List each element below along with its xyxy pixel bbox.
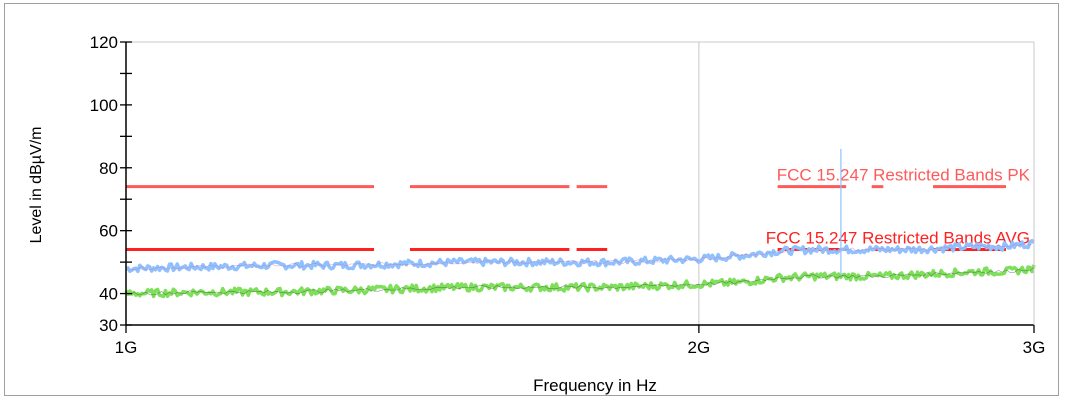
limit-lines: FCC 15.247 Restricted Bands PK FCC 15.247…	[126, 166, 1031, 250]
x-axis-label: Frequency in Hz	[533, 376, 657, 395]
limit-line-label: FCC 15.247 Restricted Bands PK	[777, 166, 1031, 185]
y-tick-label: 100	[90, 96, 118, 115]
y-tick-label: 40	[99, 285, 118, 304]
y-tick-label: 30	[99, 316, 118, 335]
series-speckle	[126, 267, 1034, 295]
y-tick-label: 60	[99, 222, 118, 241]
x-tick-label: 1G	[115, 338, 138, 357]
limit-line-label: FCC 15.247 Restricted Bands AVG	[766, 229, 1030, 248]
y-tick-label: 120	[90, 33, 118, 52]
y-tick-label: 80	[99, 159, 118, 178]
series-trace	[126, 241, 1034, 272]
x-tick-label: 2G	[688, 338, 711, 357]
axes: 30 40 60 80 100 120 1G 2G 3G	[90, 33, 1046, 357]
y-axis-label: Level in dBµV/m	[28, 127, 45, 244]
x-tick-label: 3G	[1023, 338, 1046, 357]
